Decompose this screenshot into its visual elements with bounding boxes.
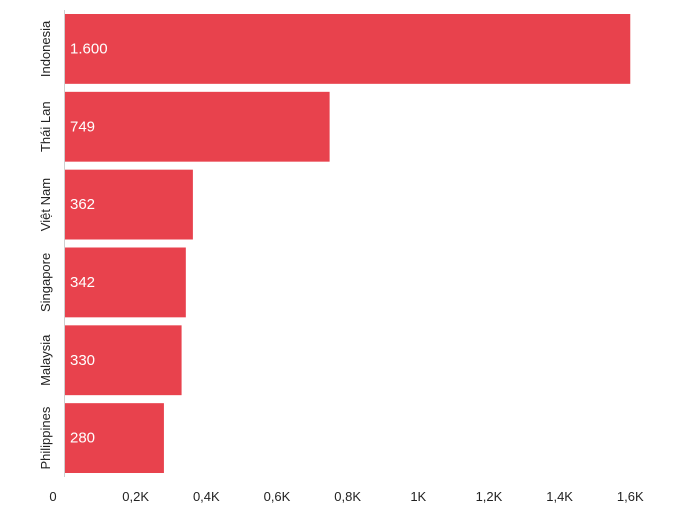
bar-philippines <box>65 403 164 473</box>
x-tick-labels-group: 0 0,2K 0,4K 0,6K 0,8K 1K 1,2K 1,4K 1,6K <box>49 489 644 504</box>
x-tick-label: 0,2K <box>122 489 149 504</box>
value-label-việt-nam: 362 <box>70 196 95 213</box>
x-tick-label: 0,4K <box>193 489 220 504</box>
bars-group <box>65 14 631 473</box>
x-tick-label: 1,2K <box>476 489 503 504</box>
value-label-malaysia: 330 <box>70 352 95 369</box>
bar-singapore <box>65 247 186 318</box>
bar-thái-lan <box>65 91 330 162</box>
value-label-indonesia: 1.600 <box>70 40 108 57</box>
bar-việt-nam <box>65 169 193 240</box>
x-tick-label: 1K <box>410 489 426 504</box>
bar-indonesia <box>65 14 631 84</box>
category-labels-group: Indonesia Thái Lan Việt Nam Singapore Malays… <box>38 20 53 470</box>
x-tick-label: 0,6K <box>264 489 291 504</box>
value-label-singapore: 342 <box>70 274 95 291</box>
x-tick-label: 1,6K <box>617 489 644 504</box>
category-label-thái-lan: Thái Lan <box>38 101 53 152</box>
bar-malaysia <box>65 325 182 396</box>
value-label-philippines: 280 <box>70 430 95 447</box>
category-label-singapore: Singapore <box>38 253 53 312</box>
x-tick-label: 0,8K <box>334 489 361 504</box>
category-label-indonesia: Indonesia <box>38 20 53 77</box>
x-tick-label: 0 <box>49 489 56 504</box>
value-label-thái-lan: 749 <box>70 118 95 135</box>
value-labels-group: 1.600 749 362 342 330 280 <box>70 40 108 446</box>
x-tick-label: 1,4K <box>546 489 573 504</box>
category-label-việt-nam: Việt Nam <box>38 178 53 231</box>
category-label-philippines: Philippines <box>38 406 53 469</box>
category-label-malaysia: Malaysia <box>38 334 53 386</box>
